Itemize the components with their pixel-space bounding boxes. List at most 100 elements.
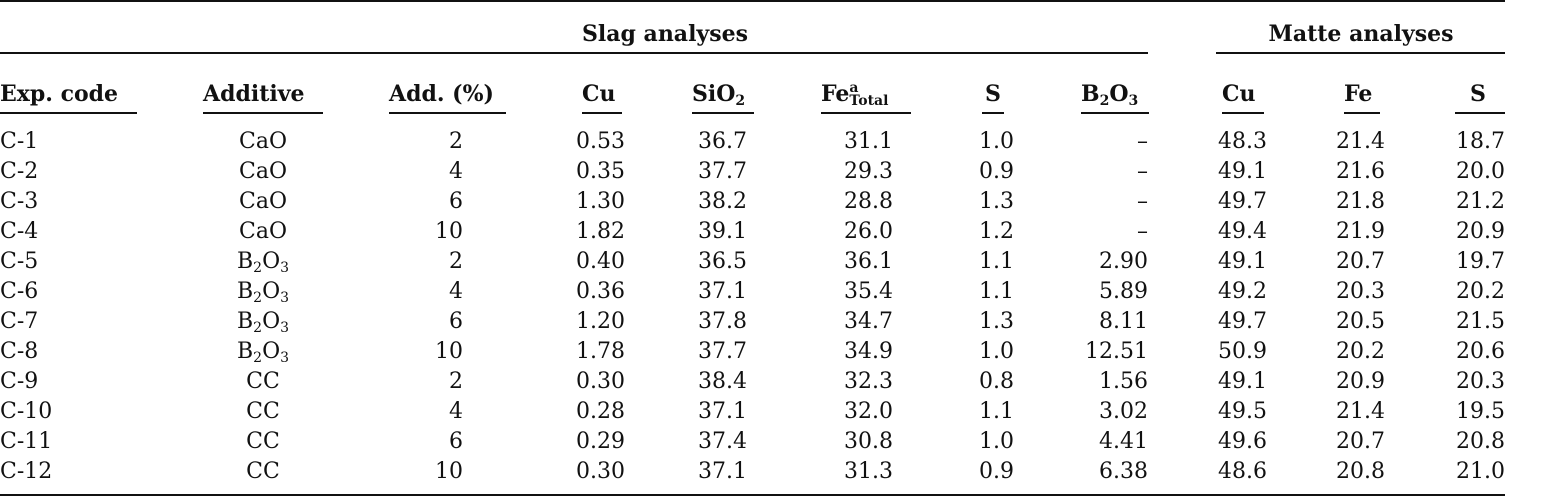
table-cell: 21.4 [1336, 129, 1385, 154]
table-cell: 35.4 [844, 279, 893, 304]
table-cell: 21.5 [1456, 309, 1505, 334]
table-cell: 6 [449, 189, 463, 214]
table-cell: 1.0 [979, 339, 1014, 364]
exp-code-cell: C-11 [0, 429, 53, 454]
table-cell: 20.2 [1456, 279, 1505, 304]
table-cell: 37.1 [698, 459, 747, 484]
exp-code-cell: C-5 [0, 249, 39, 274]
exp-code-cell: C-2 [0, 159, 39, 184]
exp-code-cell: C-8 [0, 339, 39, 364]
table-cell: 36.1 [844, 249, 893, 274]
exp-code-cell: C-9 [0, 369, 39, 394]
table-cell: 36.5 [698, 249, 747, 274]
table-cell: 31.3 [844, 459, 893, 484]
col-header-slag-cu: Cu [582, 81, 616, 107]
exp-code-cell: C-4 [0, 219, 39, 244]
table-cell: 4 [449, 399, 463, 424]
col-header-matte-s: S [1470, 81, 1486, 107]
col-rule-matte-fe [1344, 112, 1380, 114]
table-cell: 21.0 [1456, 459, 1505, 484]
slag-group-rule [0, 52, 1148, 54]
table-cell: 1.56 [1099, 369, 1148, 394]
table-cell: 20.9 [1456, 219, 1505, 244]
table-cell: 0.53 [576, 129, 625, 154]
table-cell: 2 [449, 129, 463, 154]
table-cell: CaO [239, 159, 287, 184]
table-cell: 0.29 [576, 429, 625, 454]
table-cell: CaO [239, 129, 287, 154]
table-cell: 20.7 [1336, 249, 1385, 274]
col-header-additive: Additive [203, 81, 305, 107]
table-cell: 34.7 [844, 309, 893, 334]
exp-code-cell: C-7 [0, 309, 39, 334]
col-header-fe-total: Fe a Total [821, 80, 889, 109]
col-header-matte-cu: Cu [1222, 81, 1256, 107]
table-cell: 0.35 [576, 159, 625, 184]
table-cell: 49.2 [1218, 279, 1267, 304]
table-cell: 19.5 [1456, 399, 1505, 424]
table-cell: 12.51 [1085, 339, 1148, 364]
table-cell: 20.2 [1336, 339, 1385, 364]
table-cell: 39.1 [698, 219, 747, 244]
table-cell: 50.9 [1218, 339, 1267, 364]
table-cell: 18.7 [1456, 129, 1505, 154]
table-cell: 0.9 [979, 159, 1014, 184]
table-cell: – [1137, 159, 1148, 184]
table-cell: 5.89 [1099, 279, 1148, 304]
exp-code-cell: C-6 [0, 279, 39, 304]
table-cell: 49.1 [1218, 249, 1267, 274]
table-cell: 0.8 [979, 369, 1014, 394]
table-cell: 2.90 [1099, 249, 1148, 274]
exp-code-cell: C-1 [0, 129, 39, 154]
col-rule-exp-code [0, 112, 137, 114]
table-cell: 20.3 [1336, 279, 1385, 304]
table-cell: 1.30 [576, 189, 625, 214]
col-rule-b2o3 [1081, 112, 1149, 114]
table-cell: 38.2 [698, 189, 747, 214]
table-cell: 26.0 [844, 219, 893, 244]
table-cell: 32.3 [844, 369, 893, 394]
table-cell: 37.7 [698, 159, 747, 184]
table-cell: 49.7 [1218, 309, 1267, 334]
table-cell: 2 [449, 249, 463, 274]
table-cell: 30.8 [844, 429, 893, 454]
table-cell: 49.7 [1218, 189, 1267, 214]
table-cell: 20.6 [1456, 339, 1505, 364]
table-cell: 28.8 [844, 189, 893, 214]
table-cell: 1.2 [979, 219, 1014, 244]
table-cell: CaO [239, 189, 287, 214]
table-cell: 0.30 [576, 369, 625, 394]
table-cell: 34.9 [844, 339, 893, 364]
col-header-slag-s: S [985, 81, 1001, 107]
table-cell: 49.5 [1218, 399, 1267, 424]
table-cell: 48.3 [1218, 129, 1267, 154]
col-header-sio2: SiO2 [692, 81, 746, 109]
table-cell: 31.1 [844, 129, 893, 154]
slag-analyses-header: Slag analyses [582, 21, 748, 47]
table-cell: 0.9 [979, 459, 1014, 484]
table-cell: B2O3 [236, 249, 290, 276]
table-cell: CC [246, 369, 280, 394]
table-cell: 1.78 [576, 339, 625, 364]
exp-code-cell: C-12 [0, 459, 53, 484]
table-cell: 1.0 [979, 129, 1014, 154]
col-rule-matte-s [1455, 112, 1505, 114]
matte-group-rule [1216, 52, 1505, 54]
table-cell: 19.7 [1456, 249, 1505, 274]
table-cell: 1.3 [979, 309, 1014, 334]
table-cell: 6.38 [1099, 459, 1148, 484]
table-cell: 37.4 [698, 429, 747, 454]
col-header-b2o3: B2O3 [1081, 81, 1139, 109]
table-cell: 1.1 [979, 399, 1014, 424]
table-top-rule [0, 0, 1505, 2]
table-cell: 20.5 [1336, 309, 1385, 334]
table-cell: 3.02 [1099, 399, 1148, 424]
table-bottom-rule [0, 494, 1505, 496]
table-cell: 8.11 [1099, 309, 1148, 334]
table-cell: 0.28 [576, 399, 625, 424]
table-cell: 20.0 [1456, 159, 1505, 184]
table-cell: CC [246, 459, 280, 484]
table-cell: 32.0 [844, 399, 893, 424]
table-cell: 1.20 [576, 309, 625, 334]
table-cell: 20.8 [1456, 429, 1505, 454]
